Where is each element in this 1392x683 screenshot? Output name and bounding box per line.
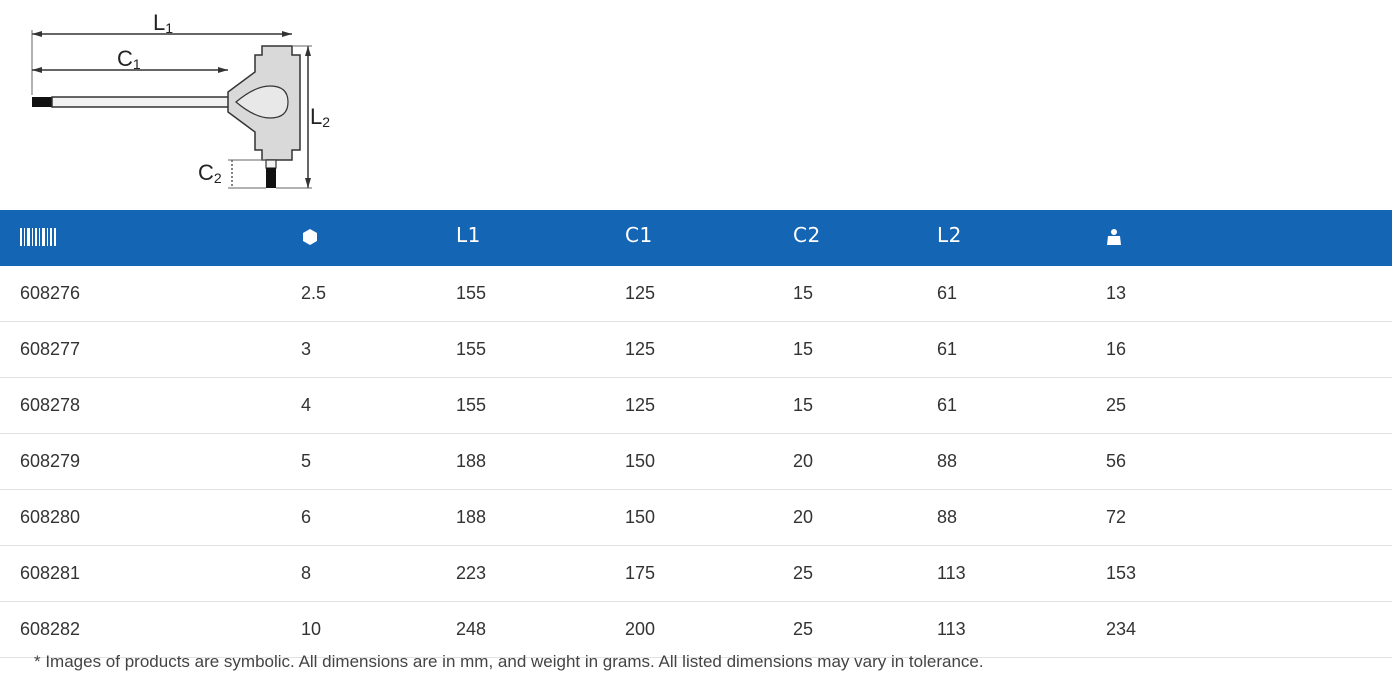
cell-weight: 16	[1106, 339, 1127, 359]
cell-code: 608282	[20, 619, 81, 639]
cell-c1: 150	[625, 507, 656, 527]
cell-weight: 13	[1106, 283, 1127, 303]
cell-hex-size: 4	[301, 395, 312, 415]
cell-weight: 234	[1106, 619, 1137, 639]
cell-l1: 188	[456, 507, 487, 527]
product-dimension-diagram: L1 C1 L2 C2	[0, 0, 360, 200]
table-header: L1 C1 C2 L2	[0, 210, 1392, 266]
cell-l1: 155	[456, 339, 487, 359]
cell-code: 608276	[20, 283, 81, 303]
cell-hex-size: 5	[301, 451, 312, 471]
cell-c2: 25	[793, 619, 814, 639]
cell-c2: 25	[793, 563, 814, 583]
cell-code: 608281	[20, 563, 81, 583]
t-handle-key-drawing: L1 C1 L2 C2	[31, 10, 330, 189]
cell-c2: 15	[793, 339, 814, 359]
weight-icon	[1107, 228, 1121, 245]
header-l1: L1	[456, 223, 481, 247]
specification-table: L1 C1 C2 L2 608276 2.5 155 125 15 61 13 …	[0, 210, 1392, 658]
header-l2: L2	[937, 223, 962, 247]
c1-label: C1	[117, 46, 141, 72]
header-hex-size	[301, 210, 319, 266]
cell-hex-size: 3	[301, 339, 312, 359]
cell-code: 608277	[20, 339, 81, 359]
cell-code: 608280	[20, 507, 81, 527]
header-barcode	[20, 210, 56, 266]
cell-l2: 61	[937, 339, 958, 359]
footnote: * Images of products are symbolic. All d…	[34, 652, 984, 671]
table-row: 608282 10 248 200 25 113 234	[0, 602, 1392, 658]
table-row: 608277 3 155 125 15 61 16	[0, 322, 1392, 378]
table-row: 608276 2.5 155 125 15 61 13	[0, 266, 1392, 322]
l2-label: L2	[310, 104, 330, 130]
cell-weight: 25	[1106, 395, 1127, 415]
cell-c2: 20	[793, 451, 814, 471]
cell-l1: 188	[456, 451, 487, 471]
hexagon-icon	[303, 228, 317, 245]
barcode-icon	[20, 227, 56, 246]
cell-weight: 56	[1106, 451, 1127, 471]
cell-c1: 175	[625, 563, 656, 583]
l1-label: L1	[153, 10, 173, 36]
cell-c1: 125	[625, 339, 656, 359]
table-row: 608278 4 155 125 15 61 25	[0, 378, 1392, 434]
cell-l1: 248	[456, 619, 487, 639]
table-row: 608280 6 188 150 20 88 72	[0, 490, 1392, 546]
table-row: 608281 8 223 175 25 113 153	[0, 546, 1392, 602]
cell-code: 608279	[20, 451, 81, 471]
cell-code: 608278	[20, 395, 81, 415]
header-c2: C2	[793, 223, 821, 247]
cell-hex-size: 2.5	[301, 283, 327, 303]
cell-weight: 153	[1106, 563, 1137, 583]
cell-l2: 61	[937, 395, 958, 415]
cell-weight: 72	[1106, 507, 1127, 527]
header-c1: C1	[625, 223, 653, 247]
cell-l1: 155	[456, 395, 487, 415]
cell-l2: 88	[937, 451, 958, 471]
cell-c2: 15	[793, 283, 814, 303]
cell-l2: 61	[937, 283, 958, 303]
cell-hex-size: 8	[301, 563, 312, 583]
c2-label: C2	[198, 160, 222, 186]
cell-c2: 20	[793, 507, 814, 527]
table-row: 608279 5 188 150 20 88 56	[0, 434, 1392, 490]
cell-l2: 113	[937, 563, 966, 583]
cell-l1: 155	[456, 283, 487, 303]
cell-l2: 88	[937, 507, 958, 527]
cell-c1: 125	[625, 283, 656, 303]
cell-l1: 223	[456, 563, 487, 583]
cell-c1: 200	[625, 619, 656, 639]
header-weight	[1106, 210, 1122, 266]
cell-hex-size: 10	[301, 619, 322, 639]
cell-c1: 125	[625, 395, 656, 415]
cell-hex-size: 6	[301, 507, 312, 527]
cell-l2: 113	[937, 619, 966, 639]
cell-c1: 150	[625, 451, 656, 471]
cell-c2: 15	[793, 395, 814, 415]
